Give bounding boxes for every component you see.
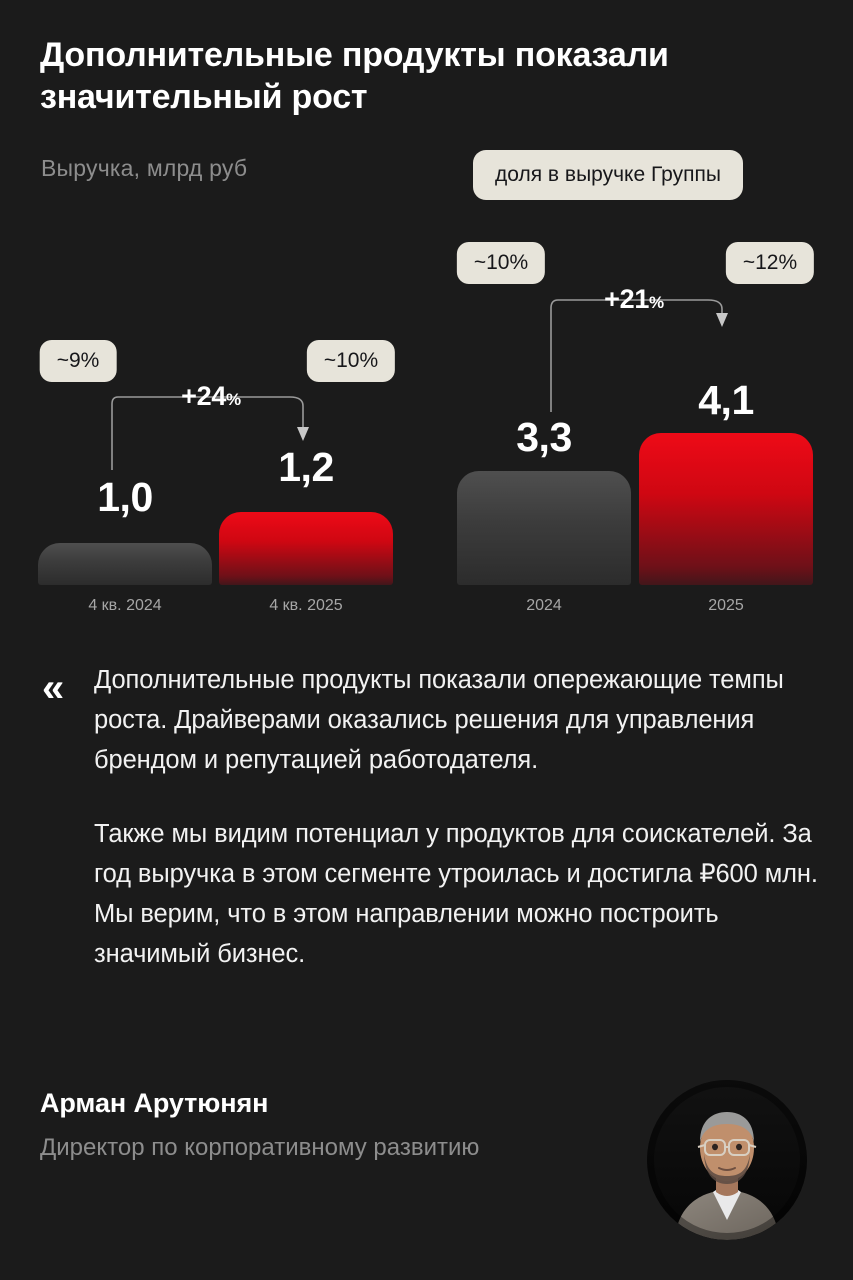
avatar <box>647 1080 807 1240</box>
author-block: Арман Арутюнян Директор по корпоративном… <box>40 1080 820 1268</box>
bar-q2024 <box>38 543 212 585</box>
bar-label-y2024: 2024 <box>526 597 562 614</box>
bar-chart: ~9% ~10% +24% 1,0 1,2 4 кв. 2024 4 кв. 2… <box>38 242 815 614</box>
bar-q2025 <box>219 512 393 585</box>
bar-value-q2024: 1,0 <box>97 474 153 520</box>
growth-label-annual: +21% <box>604 284 664 314</box>
quote-body: Дополнительные продукты показали опережа… <box>94 660 820 974</box>
bar-y2024 <box>457 471 631 585</box>
author-role: Директор по корпоративному развитию <box>40 1134 480 1161</box>
author-name: Арман Арутюнян <box>40 1088 269 1118</box>
growth-label-quarterly: +24% <box>181 381 241 411</box>
bar-label-q2025: 4 кв. 2025 <box>269 597 343 614</box>
legend-pill-revenue-share: доля в выручке Группы <box>473 150 743 200</box>
quote-paragraph-2: Также мы видим потенциал у продуктов для… <box>94 820 818 969</box>
portrait-photo-icon <box>647 1080 807 1240</box>
share-badge-y2024: ~10% <box>456 242 546 284</box>
bar-value-y2025: 4,1 <box>698 377 754 423</box>
growth-connector-quarterly <box>111 396 309 470</box>
share-badge-y2025: ~12% <box>725 242 815 284</box>
bar-label-y2025: 2025 <box>708 597 744 614</box>
quote-mark-icon: « <box>42 666 65 710</box>
quote-block: « Дополнительные продукты показали опере… <box>40 660 820 974</box>
quote-paragraph-1: Дополнительные продукты показали опережа… <box>94 666 784 775</box>
share-badge-q2025: ~10% <box>306 340 396 382</box>
chart-subtitle: Выручка, млрд руб <box>41 155 248 181</box>
page-title: Дополнительные продукты показали значите… <box>40 36 669 117</box>
growth-connector-annual <box>550 299 728 412</box>
bar-label-q2024: 4 кв. 2024 <box>88 597 162 614</box>
bar-value-q2025: 1,2 <box>278 444 334 490</box>
bar-y2025 <box>639 433 813 585</box>
bar-value-y2024: 3,3 <box>516 414 572 460</box>
share-badge-q2024: ~9% <box>39 340 117 382</box>
